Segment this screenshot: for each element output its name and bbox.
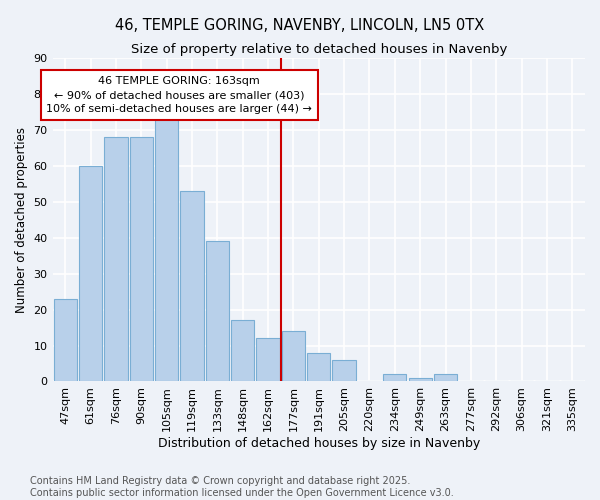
Bar — [231, 320, 254, 382]
Text: 46 TEMPLE GORING: 163sqm
← 90% of detached houses are smaller (403)
10% of semi-: 46 TEMPLE GORING: 163sqm ← 90% of detach… — [46, 76, 312, 114]
Y-axis label: Number of detached properties: Number of detached properties — [15, 127, 28, 313]
Bar — [206, 242, 229, 382]
Text: 46, TEMPLE GORING, NAVENBY, LINCOLN, LN5 0TX: 46, TEMPLE GORING, NAVENBY, LINCOLN, LN5… — [115, 18, 485, 32]
Bar — [181, 191, 203, 382]
Bar — [307, 352, 331, 382]
Bar — [104, 137, 128, 382]
Text: Contains HM Land Registry data © Crown copyright and database right 2025.
Contai: Contains HM Land Registry data © Crown c… — [30, 476, 454, 498]
X-axis label: Distribution of detached houses by size in Navenby: Distribution of detached houses by size … — [158, 437, 480, 450]
Bar — [282, 331, 305, 382]
Title: Size of property relative to detached houses in Navenby: Size of property relative to detached ho… — [131, 42, 507, 56]
Bar — [130, 137, 153, 382]
Bar — [332, 360, 356, 382]
Bar — [434, 374, 457, 382]
Bar — [155, 108, 178, 382]
Bar — [79, 166, 102, 382]
Bar — [53, 299, 77, 382]
Bar — [256, 338, 280, 382]
Bar — [383, 374, 406, 382]
Bar — [409, 378, 432, 382]
